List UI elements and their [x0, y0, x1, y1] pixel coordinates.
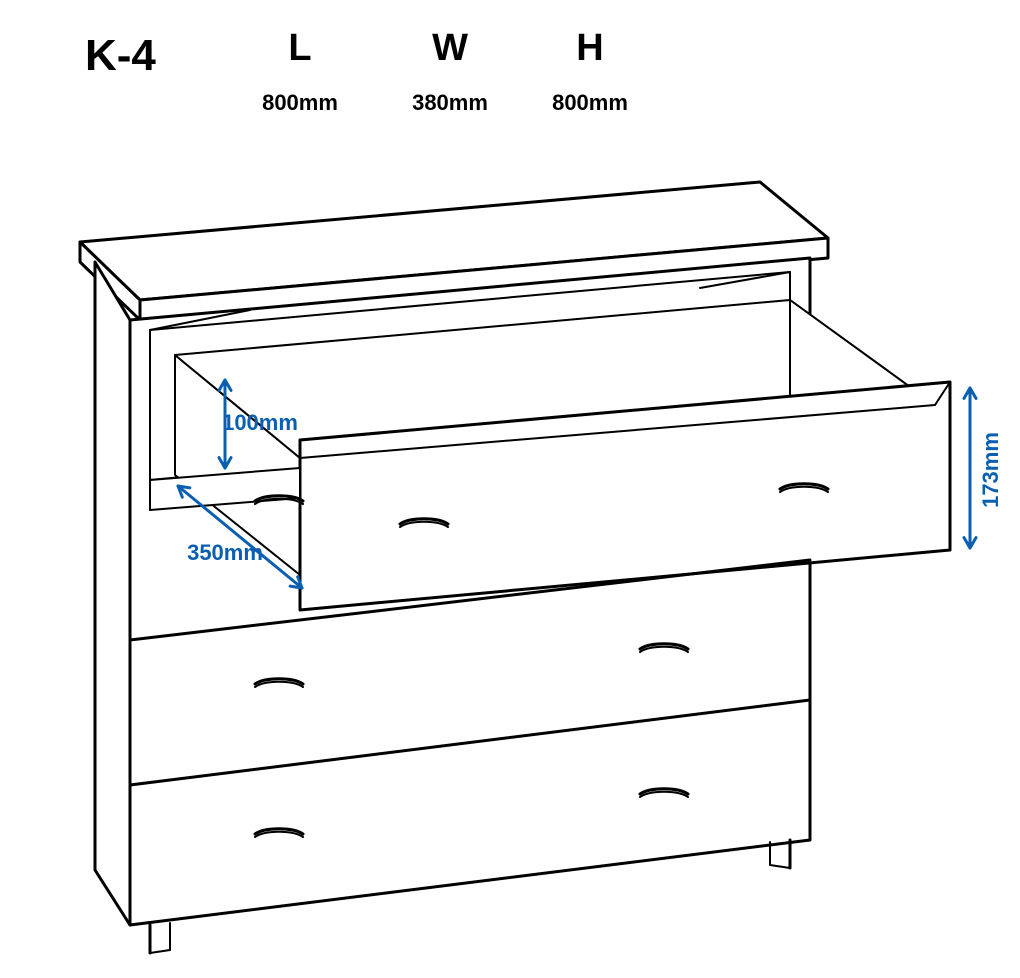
dim-col-label: H	[576, 27, 603, 69]
header-columns: L 800mm W 380mm H 800mm	[262, 27, 628, 115]
dim-col-label: L	[288, 27, 311, 69]
dim-col-label: W	[432, 27, 468, 69]
dimension-label: 173mm	[978, 432, 1003, 508]
dim-col-value: 800mm	[552, 90, 628, 115]
dim-col-value: 800mm	[262, 90, 338, 115]
dimension-label: 100mm	[222, 410, 298, 435]
dim-col-value: 380mm	[412, 90, 488, 115]
dimension-label: 350mm	[187, 540, 263, 565]
model-label: K-4	[85, 31, 156, 80]
cabinet-drawing	[80, 182, 950, 953]
